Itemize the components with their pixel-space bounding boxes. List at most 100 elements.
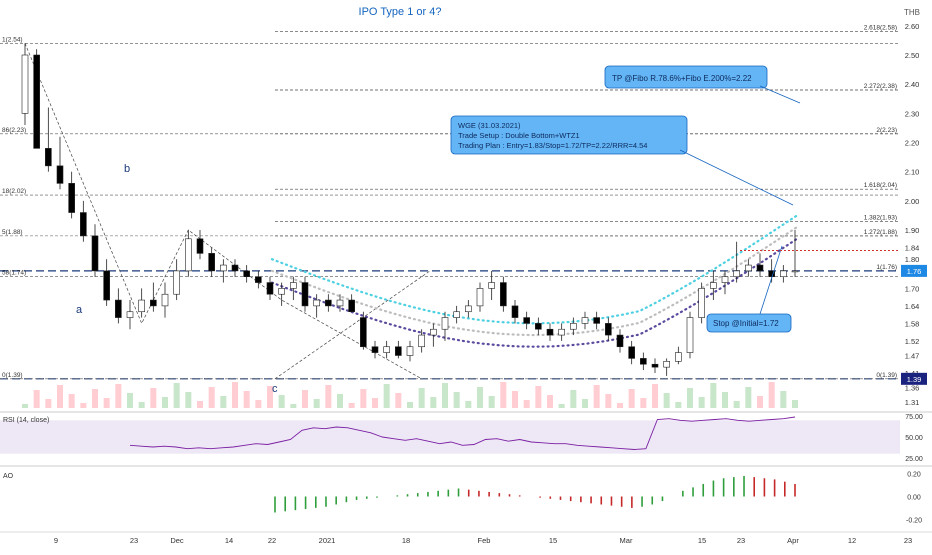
volume-bar <box>617 403 623 408</box>
volume-bar <box>80 403 87 408</box>
volume-bar <box>115 384 122 408</box>
volume-bar <box>605 394 612 408</box>
candle-body <box>325 299 332 307</box>
left-fib-label: 58(1.74) <box>2 270 26 277</box>
current-price-badge <box>901 264 927 277</box>
volume-bar <box>302 390 308 408</box>
price-tick-label: 1.36 <box>905 384 920 393</box>
candle-body <box>616 334 624 348</box>
volume-bar <box>593 385 600 408</box>
fib-level-label: 1(1.76) <box>876 264 897 271</box>
volume-bar <box>780 391 787 408</box>
volume-bar <box>745 387 752 408</box>
candle-body <box>220 264 227 272</box>
candle-body <box>150 299 157 307</box>
candle-body <box>371 346 379 353</box>
fib-level-label: 1.272(1.88) <box>864 229 897 236</box>
candle-body <box>406 346 414 356</box>
volume-bar <box>45 399 52 408</box>
candle-body <box>465 305 472 313</box>
candle-body <box>383 346 390 353</box>
setup-callout-line: WGE (31.03.2021) <box>458 121 521 130</box>
candle-body <box>488 282 495 289</box>
candle-body <box>126 311 134 318</box>
candle-body <box>21 54 29 114</box>
candle-body <box>476 288 484 307</box>
candle-body <box>290 282 297 289</box>
volume-bar <box>465 401 472 408</box>
volume-bar <box>92 389 98 408</box>
volume-bar <box>768 382 775 408</box>
volume-bar <box>582 399 588 408</box>
candle-body <box>91 235 99 272</box>
volume-bar <box>640 398 647 408</box>
candle-body <box>780 270 787 278</box>
price-tick-label: 1.31 <box>905 398 920 407</box>
volume-bar <box>313 399 320 408</box>
volume-bar <box>127 393 133 408</box>
candle-body <box>710 282 717 289</box>
volume-bar <box>267 386 273 408</box>
volume-bar <box>698 397 705 408</box>
price-tick-label: 1.52 <box>905 337 920 346</box>
candle-body <box>80 212 87 237</box>
candle-body <box>593 317 600 324</box>
stop-callout-text: Stop @Initial=1.72 <box>713 319 779 328</box>
candle-body <box>535 323 542 330</box>
tp-callout-text: TP @Fibo R.78.6%+Fibo E.200%=2.22 <box>612 74 752 83</box>
candle-body <box>243 270 250 278</box>
left-fib-label: 0(1.39) <box>2 372 23 379</box>
candle-body <box>675 352 682 362</box>
candle-body <box>558 328 565 336</box>
price-tick-label: 1.64 <box>905 302 920 311</box>
volume-bar <box>208 387 215 408</box>
setup-callout-line: Trade Setup : Double Bottom+WTZ1 <box>458 131 580 140</box>
setup-callout-line: Trading Plan : Entry=1.83/Stop=1.72/TP=2… <box>458 141 647 150</box>
candle-body <box>686 317 694 353</box>
candle-body <box>721 276 729 283</box>
low-price-label: 1.39 <box>907 375 922 384</box>
volume-bar <box>290 404 297 408</box>
stop-callout-pointer <box>759 245 783 315</box>
candle-body <box>395 346 402 356</box>
candle-body <box>756 264 764 272</box>
volume-bar <box>22 404 28 408</box>
volume-bar <box>430 397 437 408</box>
tp-callout-pointer <box>759 85 801 104</box>
volume-bar <box>547 395 553 408</box>
price-tick-label: 1.47 <box>905 351 920 360</box>
rsi-tick-label: 75.00 <box>905 414 923 421</box>
candle-body <box>115 299 122 318</box>
candle-body <box>605 323 612 336</box>
candle-body <box>651 363 659 368</box>
x-tick-label: 22 <box>268 536 276 545</box>
price-tick-label: 2.20 <box>905 139 920 148</box>
volume-bar <box>150 388 157 408</box>
stop-callout-box <box>706 313 792 333</box>
volume-bar <box>792 400 798 408</box>
ao-label: AO <box>3 473 14 480</box>
tp-callout-box <box>604 65 768 89</box>
volume-bar <box>68 394 75 408</box>
x-tick-label: 2021 <box>319 536 336 545</box>
moving-average-band <box>270 214 799 325</box>
candle-body <box>546 328 554 336</box>
candle-body <box>698 288 705 318</box>
volume-bar <box>477 387 483 408</box>
candle-body <box>791 270 799 273</box>
volume-bar <box>757 396 763 408</box>
volume-bar <box>652 384 658 408</box>
volume-bar <box>197 401 203 408</box>
volume-bar <box>570 390 577 408</box>
setup-callout-box <box>450 115 688 155</box>
x-tick-label: Mar <box>620 536 633 545</box>
candle-body <box>441 317 449 330</box>
x-tick-label: Feb <box>478 536 491 545</box>
volume-bar <box>325 385 332 408</box>
candle-body <box>45 148 52 167</box>
candle-body <box>745 264 752 272</box>
price-tick-label: 1.84 <box>905 244 920 253</box>
candle-body <box>313 299 320 307</box>
moving-average-band <box>270 237 799 348</box>
candle-body <box>138 299 145 313</box>
